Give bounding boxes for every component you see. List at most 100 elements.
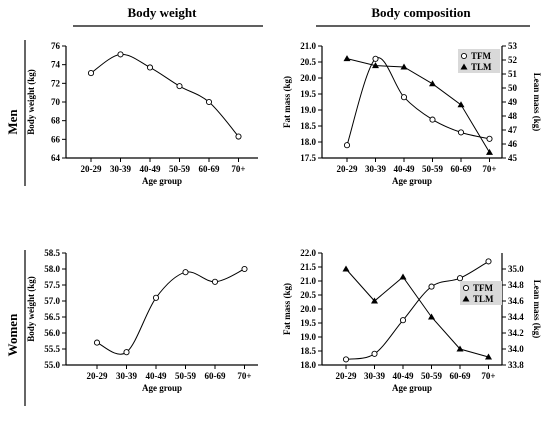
data-point-circle xyxy=(428,283,435,290)
x-tick-label: 20-29 xyxy=(87,371,108,381)
x-tick-label: 60-69 xyxy=(205,371,226,381)
data-point-circle xyxy=(182,269,189,276)
data-point-triangle xyxy=(399,273,407,280)
x-tick-label: 70+ xyxy=(482,164,496,174)
y-axis-label: Fat mass (kg) xyxy=(282,76,292,128)
y-tick-label: 55.5 xyxy=(44,344,60,354)
y-tick-label: 74 xyxy=(51,60,61,70)
x-tick-label: 30-39 xyxy=(364,371,385,381)
chart-women-comp: 18.0 18.5 19.0 19.5 20.0 20.5 21.0 21.5 22.0 33.8… xyxy=(282,248,542,393)
series-line xyxy=(345,268,489,358)
legend-label: TFM xyxy=(473,283,494,293)
data-point-circle xyxy=(235,133,242,140)
y2-tick-label: 48 xyxy=(508,111,518,121)
y-tick-label: 56.0 xyxy=(44,328,60,338)
data-point-circle xyxy=(485,258,492,265)
data-point-circle xyxy=(342,356,350,363)
x-tick-label: 40-49 xyxy=(393,371,414,381)
y-tick-label: 18.5 xyxy=(300,121,316,131)
header-body-weight: Body weight xyxy=(128,5,198,20)
y2-tick-label: 45 xyxy=(508,153,518,163)
y-tick-label: 21.0 xyxy=(300,276,316,286)
x-axis-label: Age group xyxy=(392,176,432,186)
legend-label: TFM xyxy=(471,51,492,61)
x-tick-label: 30-39 xyxy=(365,164,386,174)
data-point-triangle xyxy=(371,297,378,304)
data-point-circle xyxy=(343,142,351,149)
y2-axis-label: Lean mass (kg) xyxy=(532,73,542,132)
y2-tick-label: 34.8 xyxy=(508,280,524,290)
y-tick-label: 57.0 xyxy=(44,296,60,306)
x-tick-label: 50-59 xyxy=(421,371,442,381)
data-point-circle xyxy=(211,278,219,285)
x-tick-label: 60-69 xyxy=(199,164,220,174)
chart-men-comp: 17.5 18.0 18.5 19.0 19.5 20.0 20.5 21.0 45 46 47 48… xyxy=(282,41,542,186)
y-tick-label: 18.0 xyxy=(300,360,316,370)
x-tick-label: 60-69 xyxy=(450,371,471,381)
x-tick-label: 40-49 xyxy=(394,164,415,174)
data-point-circle xyxy=(371,350,378,357)
x-tick-label: 70+ xyxy=(231,164,245,174)
data-point-circle xyxy=(146,64,154,71)
x-tick-label: 20-29 xyxy=(337,164,358,174)
y-tick-label: 17.5 xyxy=(300,153,316,163)
series-line xyxy=(345,260,489,360)
data-point-circle xyxy=(87,70,95,77)
data-point-triangle xyxy=(485,353,492,360)
legend-marker-circle xyxy=(462,284,470,292)
data-point-triangle xyxy=(457,101,465,108)
data-point-circle xyxy=(400,94,408,101)
data-point-triangle xyxy=(429,80,436,87)
y-tick-label: 20.5 xyxy=(300,290,316,300)
y2-axis-label: Lean mass (kg) xyxy=(532,280,542,339)
y-tick-label: 19.0 xyxy=(300,332,316,342)
series-tlm xyxy=(343,55,493,155)
legend-marker-circle xyxy=(460,52,468,60)
legend-marker-triangle xyxy=(460,63,468,70)
y2-tick-label: 47 xyxy=(508,125,518,135)
y2-tick-label: 34.6 xyxy=(508,296,524,306)
x-tick-label: 40-49 xyxy=(146,371,167,381)
series-main xyxy=(93,265,248,356)
y2-tick-label: 53 xyxy=(508,41,518,51)
y2-tick-label: 34.4 xyxy=(508,312,524,322)
legend-label: TLM xyxy=(473,294,494,304)
y-tick-label: 19.5 xyxy=(300,89,316,99)
y2-tick-label: 49 xyxy=(508,97,518,107)
legend-label: TLM xyxy=(471,62,492,72)
x-tick-label: 20-29 xyxy=(336,371,357,381)
header-body-composition: Body composition xyxy=(371,5,471,20)
y-tick-label: 68 xyxy=(51,116,61,126)
x-axis-label: Age group xyxy=(142,176,182,186)
x-tick-label: 50-59 xyxy=(175,371,196,381)
x-tick-label: 20-29 xyxy=(81,164,102,174)
data-point-circle xyxy=(372,55,379,62)
y-tick-label: 21.5 xyxy=(300,262,316,272)
x-axis-label: Age group xyxy=(142,383,182,393)
data-point-circle xyxy=(241,265,248,273)
x-axis-label: Age group xyxy=(392,383,432,393)
series-line xyxy=(96,268,245,355)
y-tick-label: 56.5 xyxy=(44,312,60,322)
data-point-triangle xyxy=(342,265,350,272)
x-tick-label: 50-59 xyxy=(422,164,443,174)
series-tfm xyxy=(342,258,492,363)
data-point-circle xyxy=(456,275,464,282)
y-axis-label: Body weight (kg) xyxy=(26,276,36,342)
series-tfm xyxy=(343,55,493,149)
x-tick-label: 60-69 xyxy=(451,164,472,174)
y-tick-label: 72 xyxy=(51,78,61,88)
x-tick-label: 70+ xyxy=(481,371,495,381)
y-tick-label: 64 xyxy=(51,153,61,163)
series-main xyxy=(87,51,242,140)
data-point-circle xyxy=(123,349,130,356)
chart-women-weight: 55.0 55.5 56.0 56.5 57.0 57.5 58.0 58.5 20-29 30-… xyxy=(26,248,258,393)
x-tick-label: 50-59 xyxy=(169,164,190,174)
y2-tick-label: 33.8 xyxy=(508,360,524,370)
y-tick-label: 20.5 xyxy=(300,57,316,67)
x-tick-label: 30-39 xyxy=(110,164,131,174)
series-line xyxy=(90,53,239,137)
y-tick-label: 66 xyxy=(51,134,61,144)
